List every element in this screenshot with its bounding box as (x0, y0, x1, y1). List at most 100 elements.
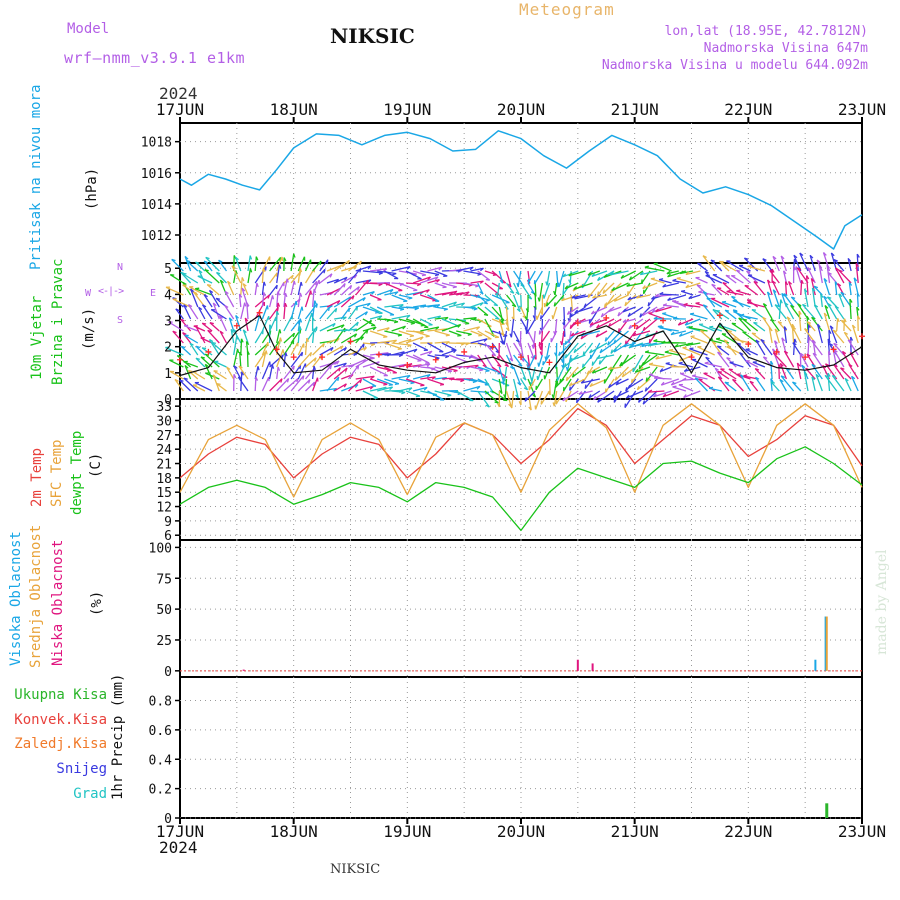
wind-vector-head (269, 324, 273, 329)
wind-vector (553, 390, 558, 407)
wind-vector (697, 262, 708, 272)
wind-vector (183, 325, 199, 332)
wind-vector (834, 281, 838, 296)
wind-vector (824, 305, 831, 320)
wind-vector-head (338, 367, 342, 372)
wind-vector (610, 270, 629, 276)
wind-vector-head (302, 375, 305, 380)
wind-vector-head (389, 289, 394, 293)
wind-vector-head (327, 306, 331, 312)
wind-vector-head (531, 344, 535, 349)
wind-vector-head (299, 267, 303, 273)
wind-vector (604, 330, 615, 342)
wind-vector (484, 390, 499, 404)
wind-vector (745, 348, 758, 356)
wind-vector (555, 390, 565, 405)
wind-vector (463, 326, 480, 332)
wind-vector-head (614, 376, 618, 381)
wind-vector (391, 306, 405, 310)
x-tick-label-top: 18JUN (270, 100, 318, 119)
wind-vector (369, 366, 388, 377)
wind-vector-head (378, 283, 383, 287)
wind-vector-head (203, 294, 208, 298)
wind-vector (304, 259, 312, 272)
wind-vector (441, 349, 457, 356)
wind-vector (484, 330, 500, 338)
wind-vector (384, 342, 402, 350)
wind-vector-head (814, 304, 819, 308)
wind-vector (348, 321, 359, 332)
wind-vector-head (647, 302, 650, 307)
wind-vector-head (397, 334, 402, 337)
wind-vector-head (509, 404, 513, 409)
wind-vector-head (495, 317, 500, 320)
wind-vector-head (219, 315, 224, 319)
wind-vector-head (823, 278, 828, 282)
wind-vector-head (286, 278, 289, 283)
wind-vector (851, 376, 859, 392)
wind-vector-head (209, 321, 214, 325)
wind-vector (563, 378, 572, 392)
wind-vector-head (445, 334, 450, 337)
wind-vector (512, 366, 522, 386)
wind-vector (216, 383, 227, 392)
wind-vector-head (195, 325, 200, 330)
wind-vector (319, 306, 330, 320)
wind-vector (434, 270, 448, 277)
wind-vector (680, 372, 694, 380)
wind-vector (679, 270, 694, 275)
wind-gust-marker (546, 359, 553, 366)
wind-gust-marker (688, 354, 695, 361)
wind-vector-head (851, 375, 856, 380)
wind-vector (505, 318, 510, 332)
wind-vector (848, 363, 859, 380)
wind-vector-head (772, 289, 777, 293)
wind-vector-head (293, 280, 296, 285)
wind-vector-head (557, 282, 560, 287)
wind-vector-head (310, 290, 313, 295)
wind-vector-head (522, 377, 527, 381)
wind-vector (391, 374, 411, 380)
wind-vector (691, 358, 708, 368)
wind-vector-head (672, 278, 677, 282)
y-tick-label: 24 (156, 443, 172, 458)
wind-vector (195, 326, 206, 344)
wind-vector-head (725, 274, 731, 277)
wind-vector (498, 378, 503, 394)
wind-vector (398, 330, 415, 337)
wind-vector-head (569, 313, 573, 318)
wind-vector-head (599, 348, 603, 354)
wind-vector-head (793, 266, 797, 271)
wind-vector (218, 259, 228, 272)
wind-vector-head (664, 350, 669, 353)
wind-vector (569, 354, 586, 362)
wind-vector (290, 375, 305, 392)
wind-vector (448, 292, 464, 296)
wind-vector (690, 335, 708, 344)
wind-vector-head (837, 283, 842, 287)
pressure-label: Pritisak na nivou mora (28, 84, 44, 270)
wind-vector-head (613, 348, 617, 353)
wind-vector-head (271, 364, 275, 369)
wind-vector (755, 339, 766, 356)
wind-vector-head (653, 338, 658, 342)
wind-vector-head (615, 381, 620, 386)
wind-vector-head (590, 310, 595, 315)
wind-vector-head (485, 278, 490, 281)
wind-vector-head (504, 364, 509, 368)
wind-vector-head (681, 289, 686, 292)
wind-unit: (m/s) (81, 307, 97, 350)
wind-vector (738, 317, 751, 332)
wind-vector (304, 312, 313, 332)
wind-vector-head (793, 258, 797, 263)
wind-vector-head (644, 350, 650, 353)
cloud-bar (242, 669, 245, 671)
wind-vector (612, 390, 629, 400)
wind-vector-head (271, 295, 275, 300)
wind-vector-head (299, 329, 302, 334)
wind-vector (629, 270, 644, 281)
wind-vector-head (597, 398, 601, 403)
wind-vector-head (792, 342, 797, 346)
wind-vector (718, 260, 730, 272)
x-tick-label-bottom: 22JUN (724, 822, 772, 841)
